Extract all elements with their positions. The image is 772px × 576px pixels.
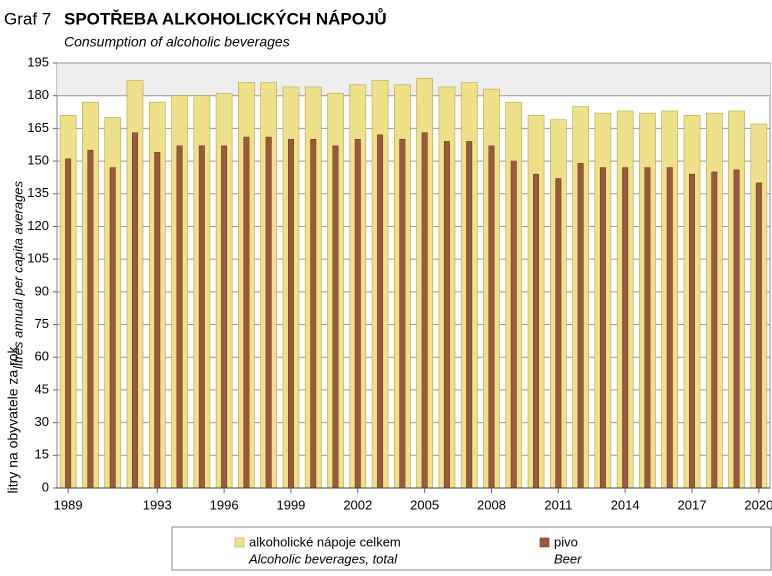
y-tick-label: 180 (27, 87, 49, 102)
chart-title-prefix: Graf 7 (4, 9, 51, 28)
y-tick-label: 75 (35, 316, 49, 331)
y-tick-label: 90 (35, 283, 49, 298)
y-tick-label: 165 (27, 120, 49, 135)
x-tick-label: 2014 (611, 497, 640, 512)
bar (109, 167, 116, 489)
bar (466, 141, 473, 489)
x-tick-label: 2002 (343, 497, 372, 512)
bar (622, 167, 629, 489)
bar (198, 145, 205, 489)
y-tick-label: 45 (35, 381, 49, 396)
x-tick-label: 2008 (477, 497, 506, 512)
bar (599, 167, 606, 489)
bar (555, 178, 562, 489)
bar (666, 167, 673, 489)
y-tick-label: 135 (27, 185, 49, 200)
x-tick-label: 2005 (410, 497, 439, 512)
bar (243, 136, 250, 489)
y-tick-label: 105 (27, 251, 49, 266)
y-tick-label: 60 (35, 349, 49, 364)
x-tick-label: 2011 (544, 497, 572, 512)
bar (533, 173, 540, 489)
bar (354, 138, 361, 489)
bar (377, 134, 384, 489)
bar (154, 152, 161, 489)
y-tick-label: 30 (35, 414, 49, 429)
bar (176, 145, 183, 489)
chart-title: SPOTŘEBA ALKOHOLICKÝCH NÁPOJŮ (64, 8, 387, 28)
x-tick-label: 1996 (210, 497, 239, 512)
bar (510, 160, 517, 489)
bar (755, 182, 762, 489)
bar (221, 145, 228, 489)
legend-label: alkoholické nápoje celkem (249, 534, 401, 549)
bar (399, 138, 406, 489)
plot-top-band (57, 63, 770, 96)
x-tick-label: 2017 (678, 497, 707, 512)
x-tick-label: 1999 (276, 497, 305, 512)
bar (65, 158, 72, 489)
bar (488, 145, 495, 489)
legend-swatch (234, 537, 245, 548)
legend-label-en: Alcoholic beverages, total (248, 551, 398, 566)
y-tick-label: 150 (27, 153, 49, 168)
x-tick-label: 1993 (143, 497, 172, 512)
bar (711, 171, 718, 489)
legend-box (171, 526, 772, 571)
chart-subtitle: Consumption of alcoholic beverages (64, 34, 290, 50)
bar (132, 132, 138, 489)
legend-swatch (539, 537, 550, 548)
bar (287, 138, 294, 489)
y-tick-label: 120 (27, 218, 49, 233)
bar (265, 136, 272, 489)
bar (689, 173, 695, 489)
y-tick-label: 195 (27, 54, 49, 69)
x-tick-label: 2020 (744, 497, 772, 512)
bar (443, 141, 450, 489)
y-axis-label: litry na obyvatele za rok (5, 345, 21, 493)
bar (577, 162, 584, 489)
bar (87, 149, 94, 489)
bar (644, 167, 651, 489)
y-axis-label-en: litres annual per capita averages (10, 181, 25, 369)
bar (733, 169, 740, 489)
legend-label-en: Beer (554, 551, 582, 566)
y-tick-label: 15 (35, 447, 49, 462)
bar (332, 145, 339, 489)
legend-label: pivo (554, 534, 578, 549)
bar (310, 138, 317, 489)
bar (421, 132, 428, 489)
x-tick-label: 1989 (54, 497, 83, 512)
y-tick-label: 0 (42, 479, 49, 494)
